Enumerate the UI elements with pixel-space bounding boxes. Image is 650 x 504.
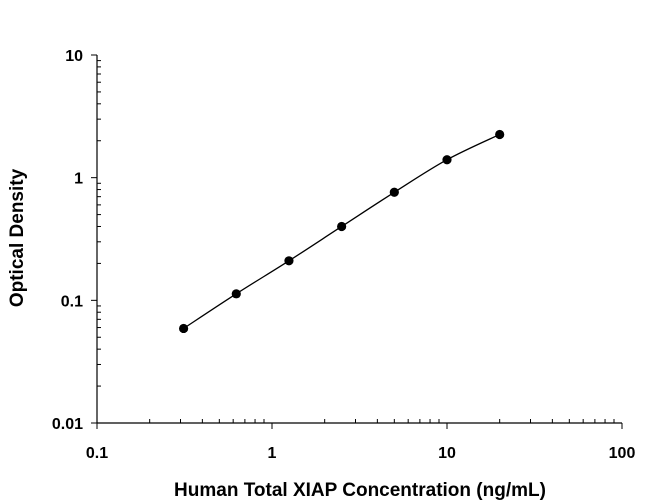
- x-tick-label: 1: [268, 445, 277, 462]
- data-point: [337, 221, 347, 232]
- x-tick-labels: 0.1 1 10 100: [86, 445, 636, 462]
- data-point: [178, 323, 189, 334]
- y-tick-label: 0.01: [52, 416, 83, 433]
- y-tick-labels: 0.01 0.1 1 10: [52, 48, 83, 433]
- data-point: [442, 155, 452, 165]
- data-points: [178, 129, 505, 334]
- x-axis-title: Human Total XIAP Concentration (ng/mL): [174, 480, 546, 501]
- y-tick-label: 0.1: [61, 293, 83, 310]
- y-axis-title: Optical Density: [7, 168, 28, 307]
- y-tick-label: 10: [65, 48, 83, 65]
- data-point: [495, 129, 505, 140]
- x-tick-label: 0.1: [86, 445, 108, 462]
- data-point: [284, 256, 294, 266]
- data-point: [389, 187, 399, 197]
- fit-curve: [183, 133, 500, 329]
- data-point: [231, 289, 241, 299]
- tick-marks: [91, 54, 623, 429]
- x-tick-label: 10: [438, 445, 456, 462]
- axes: [96, 55, 622, 424]
- y-tick-label: 1: [74, 171, 83, 188]
- x-tick-label: 100: [609, 445, 636, 462]
